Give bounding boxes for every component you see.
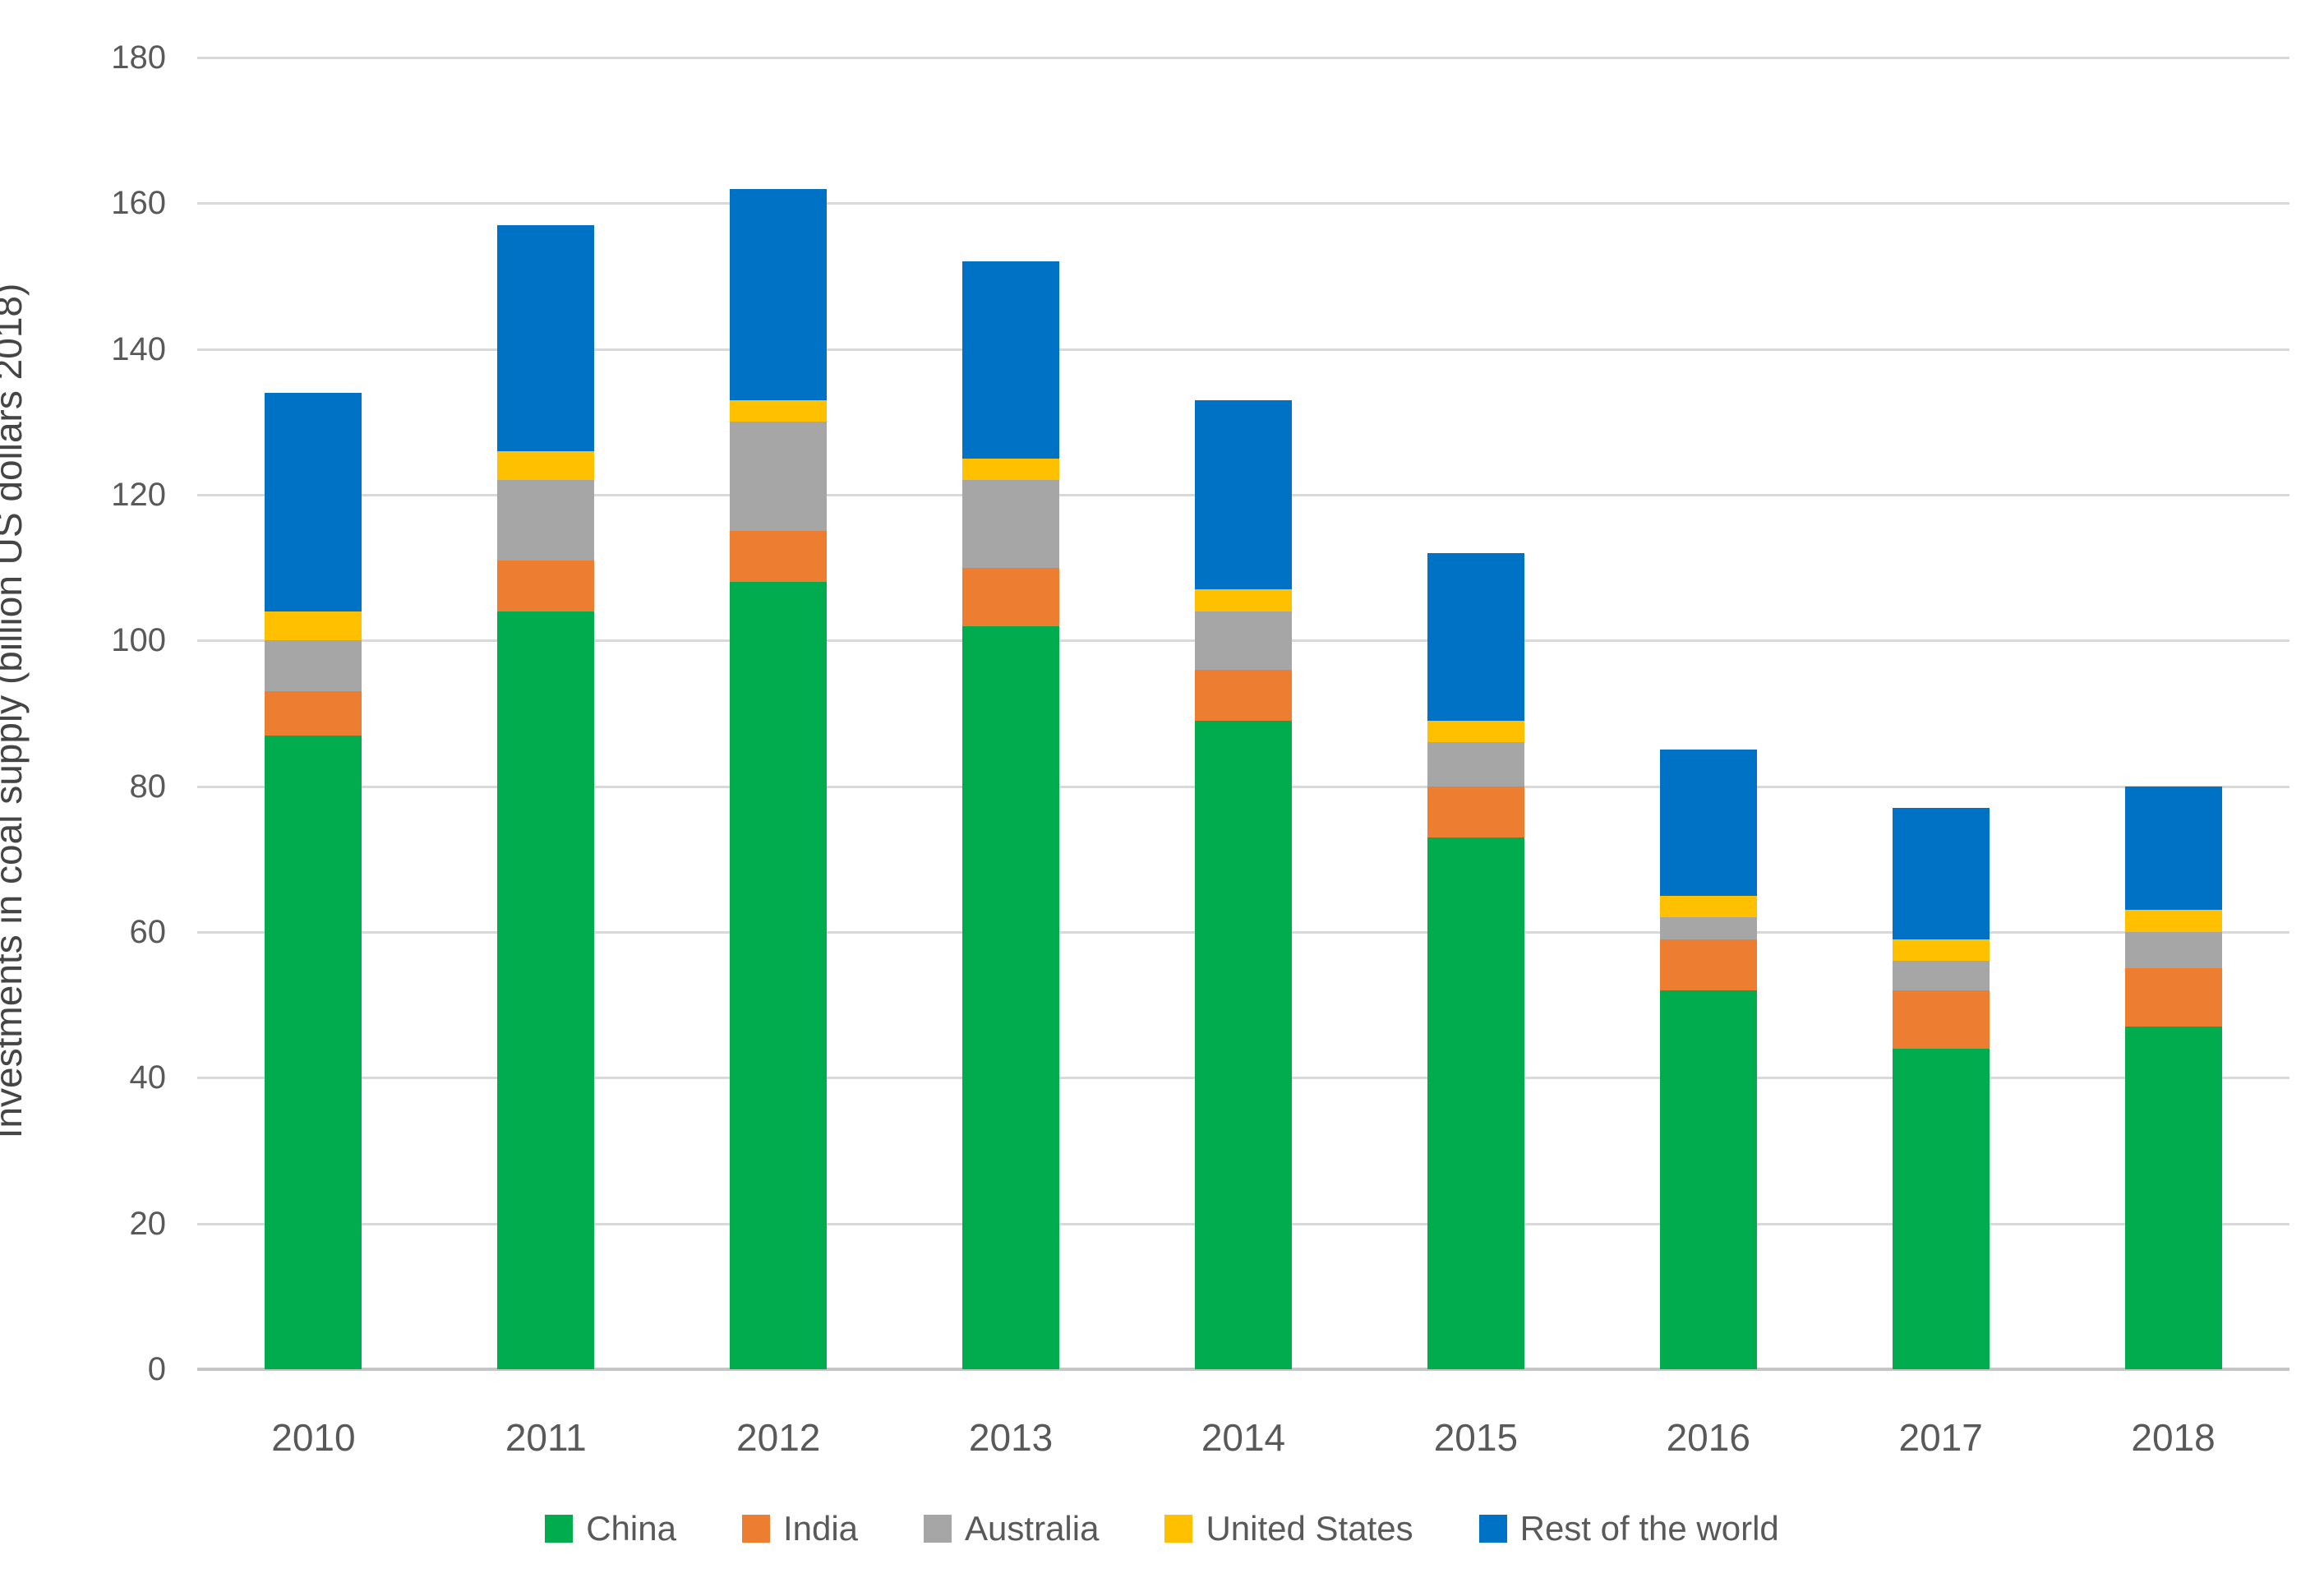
bar-segment-china-2015 xyxy=(1427,837,1524,1369)
bar-segment-rest-of-the-world-2011 xyxy=(497,224,595,451)
bar-segment-united-states-2017 xyxy=(1892,939,1990,962)
y-tick-label-120: 120 xyxy=(111,477,166,513)
x-axis-line xyxy=(197,1368,2289,1371)
bar-segment-australia-2016 xyxy=(1659,917,1757,939)
bar-segment-rest-of-the-world-2014 xyxy=(1195,399,1292,590)
y-tick-label-0: 0 xyxy=(147,1351,166,1387)
legend-swatch-rest-of-the-world xyxy=(1478,1515,1507,1543)
bar-segment-australia-2011 xyxy=(497,480,595,561)
gridline-140 xyxy=(197,348,2289,351)
legend-swatch-india xyxy=(741,1515,770,1543)
legend-label-rest-of-the-world: Rest of the world xyxy=(1519,1509,1779,1548)
legend-label-india: India xyxy=(782,1509,859,1548)
bar-segment-india-2015 xyxy=(1427,786,1524,837)
bar-segment-india-2011 xyxy=(497,560,595,611)
bar-segment-china-2016 xyxy=(1659,990,1757,1369)
bar-segment-rest-of-the-world-2018 xyxy=(2124,786,2222,911)
bar-segment-china-2012 xyxy=(730,582,828,1369)
bar-segment-rest-of-the-world-2010 xyxy=(265,392,362,611)
legend-label-australia: Australia xyxy=(965,1509,1100,1548)
legend-label-china: China xyxy=(586,1509,676,1548)
bar-segment-china-2013 xyxy=(962,625,1060,1369)
y-tick-label-80: 80 xyxy=(129,768,167,805)
x-tick-label-2013: 2013 xyxy=(968,1416,1054,1459)
x-tick-label-2014: 2014 xyxy=(1201,1416,1286,1459)
bar-segment-united-states-2018 xyxy=(2124,910,2222,932)
y-tick-label-40: 40 xyxy=(129,1059,167,1096)
bar-segment-australia-2014 xyxy=(1195,611,1292,670)
bar-segment-australia-2018 xyxy=(2124,932,2222,969)
legend-label-united-states: United States xyxy=(1206,1509,1413,1548)
legend-item-china: China xyxy=(545,1511,676,1547)
y-tick-label-100: 100 xyxy=(111,622,166,659)
bar-segment-rest-of-the-world-2016 xyxy=(1659,750,1757,896)
bar-segment-australia-2010 xyxy=(265,640,362,692)
bar-segment-australia-2017 xyxy=(1892,961,1990,990)
gridline-160 xyxy=(197,202,2289,205)
legend-item-india: India xyxy=(741,1509,859,1548)
bar-segment-rest-of-the-world-2013 xyxy=(962,261,1060,459)
bar-segment-rest-of-the-world-2017 xyxy=(1892,808,1990,939)
bar-segment-china-2014 xyxy=(1195,720,1292,1369)
legend-swatch-united-states xyxy=(1164,1515,1193,1543)
y-tick-label-160: 160 xyxy=(111,185,166,222)
bar-segment-united-states-2013 xyxy=(962,458,1060,481)
x-tick-label-2012: 2012 xyxy=(736,1416,821,1459)
bar-segment-united-states-2011 xyxy=(497,450,595,481)
bar-segment-india-2010 xyxy=(265,691,362,736)
bar-segment-china-2010 xyxy=(265,735,362,1369)
bar-segment-australia-2015 xyxy=(1427,742,1524,787)
bar-segment-australia-2013 xyxy=(962,480,1060,568)
bar-segment-india-2014 xyxy=(1195,669,1292,721)
bar-segment-united-states-2015 xyxy=(1427,720,1524,743)
bar-segment-united-states-2014 xyxy=(1195,589,1292,611)
bar-segment-india-2012 xyxy=(730,531,828,583)
y-tick-label-180: 180 xyxy=(111,39,166,76)
legend-item-australia: Australia xyxy=(924,1511,1099,1547)
y-tick-label-20: 20 xyxy=(129,1205,167,1242)
gridline-180 xyxy=(197,57,2289,59)
bar-segment-rest-of-the-world-2015 xyxy=(1427,552,1524,721)
x-tick-label-2011: 2011 xyxy=(505,1416,587,1459)
x-tick-label-2018: 2018 xyxy=(2131,1416,2216,1459)
bar-segment-united-states-2012 xyxy=(730,399,828,422)
x-tick-label-2010: 2010 xyxy=(271,1416,356,1459)
bar-segment-china-2011 xyxy=(497,611,595,1369)
legend: China India Australia United States Rest of … xyxy=(0,1511,2324,1547)
bar-segment-china-2017 xyxy=(1892,1048,1990,1369)
y-axis-title-text: Investments in coal supply (billion US d… xyxy=(0,283,30,1139)
bar-segment-united-states-2010 xyxy=(265,611,362,641)
y-tick-label-140: 140 xyxy=(111,330,166,367)
x-tick-label-2017: 2017 xyxy=(1898,1416,1983,1459)
bar-segment-australia-2012 xyxy=(730,422,828,532)
x-tick-label-2015: 2015 xyxy=(1433,1416,1519,1459)
y-tick-label-60: 60 xyxy=(129,914,167,950)
bar-segment-rest-of-the-world-2012 xyxy=(730,188,828,400)
legend-item-united-states: United States xyxy=(1164,1511,1413,1547)
bar-segment-india-2017 xyxy=(1892,990,1990,1049)
bar-segment-india-2013 xyxy=(962,567,1060,626)
legend-swatch-australia xyxy=(924,1515,952,1543)
bar-segment-india-2016 xyxy=(1659,939,1757,990)
bar-segment-china-2018 xyxy=(2124,1027,2222,1369)
legend-item-rest-of-the-world: Rest of the world xyxy=(1478,1509,1779,1548)
bar-segment-united-states-2016 xyxy=(1659,895,1757,918)
legend-swatch-china xyxy=(545,1515,574,1543)
bar-segment-india-2018 xyxy=(2124,968,2222,1027)
x-tick-label-2016: 2016 xyxy=(1666,1416,1750,1459)
